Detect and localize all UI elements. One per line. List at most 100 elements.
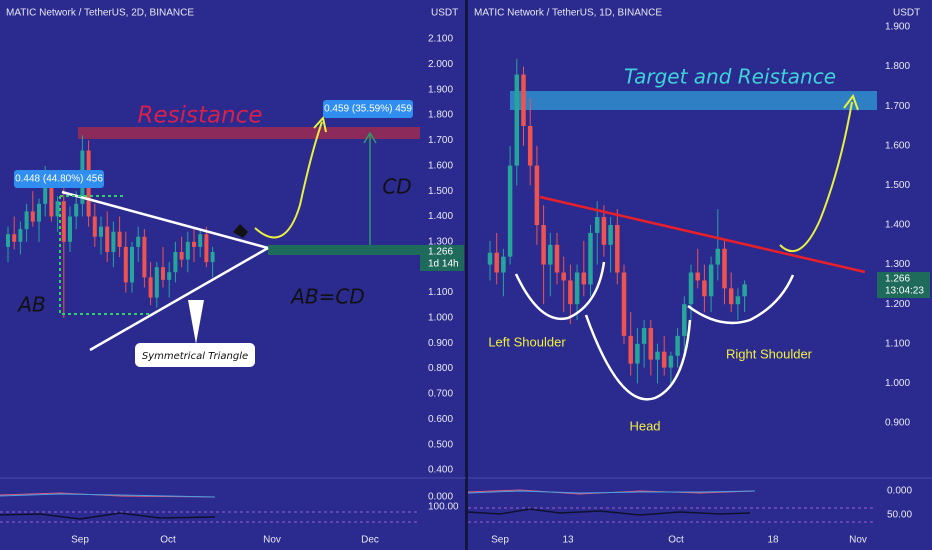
candle-body — [675, 335, 680, 356]
candle-body — [635, 343, 640, 364]
cd-label: CD — [382, 175, 411, 199]
candle-body — [661, 351, 667, 368]
candle-body — [742, 284, 747, 297]
x-tick-label: Sep — [71, 535, 89, 546]
candle-body — [728, 288, 734, 305]
price-tag-value: 1.266 — [428, 247, 453, 258]
y-tick-label: 0.900 — [885, 418, 910, 429]
y-tick-label: 0.600 — [428, 414, 453, 425]
candle-body — [514, 74, 520, 166]
candle-body — [210, 251, 215, 263]
candle-body — [722, 248, 727, 289]
candle-body — [49, 178, 54, 217]
candle-body — [148, 277, 153, 298]
target-zone — [268, 245, 420, 255]
candle-body — [735, 296, 741, 305]
y-tick-label: 1.000 — [885, 378, 910, 389]
y-tick-label: 1.000 — [428, 313, 453, 324]
candle-body — [688, 272, 694, 305]
y-tick-label: 1.100 — [885, 338, 910, 349]
candle-body — [621, 272, 627, 336]
projection-arrow — [254, 115, 327, 239]
candle-body — [179, 251, 184, 260]
callout-pointer — [188, 300, 204, 344]
candle-body — [655, 351, 660, 360]
candle-body — [601, 217, 607, 245]
candle-body — [55, 201, 60, 217]
target-label-box — [323, 100, 413, 118]
candle-body — [204, 234, 209, 263]
y-tick-label: 1.500 — [428, 186, 453, 197]
y-tick-label: 0.800 — [428, 363, 453, 374]
ab-measure — [59, 195, 150, 315]
price-tag-value: 1.266 — [885, 274, 910, 285]
target-zone — [510, 91, 877, 110]
y-tick-label: 1.300 — [428, 236, 453, 247]
candle-body — [568, 280, 573, 305]
candle-body — [37, 203, 41, 222]
y-tick-label: 1.500 — [885, 180, 910, 191]
triangle-lower — [89, 246, 269, 352]
indicator-label: 0.000 — [887, 486, 912, 497]
y-tick-label: 1.800 — [885, 61, 910, 72]
y-tick-label: 1.600 — [885, 140, 910, 151]
rsi-line — [0, 512, 216, 520]
candle-body — [123, 246, 128, 283]
abcd-label: AB=CD — [289, 285, 365, 309]
candle-body — [68, 216, 72, 242]
candle-body — [61, 201, 66, 242]
candle-body — [715, 248, 721, 265]
candle-body — [18, 229, 23, 242]
candle-body — [588, 232, 593, 285]
candle-body — [198, 234, 203, 247]
candle-body — [608, 225, 613, 245]
x-tick-label: Dec — [361, 535, 379, 546]
candle-body — [527, 126, 533, 166]
candle-body — [541, 225, 546, 265]
left-shoulder-label: Left Shoulder — [488, 334, 566, 349]
y-tick-label: 1.700 — [428, 135, 453, 146]
y-tick-label: 2.100 — [428, 34, 453, 45]
candle-body — [695, 272, 700, 281]
candle-body — [487, 252, 493, 265]
price-tag-countdown: 1d 14h — [428, 259, 459, 270]
pencil-icon — [233, 224, 248, 238]
resistance-label: Resistance — [138, 103, 263, 129]
rsi-line — [467, 508, 751, 516]
candle-body — [6, 234, 10, 247]
y-tick-label: 0.500 — [428, 439, 453, 450]
left-shoulder-arc — [514, 261, 606, 321]
x-tick-label: Oct — [160, 535, 176, 546]
candle-body — [615, 225, 620, 273]
candle-body — [561, 272, 566, 281]
target-label: 0.459 (35.59%) 459 — [324, 104, 412, 115]
candle-body — [708, 264, 714, 297]
candle-body — [12, 234, 17, 242]
candle-body — [185, 241, 190, 260]
ab-label: 0.448 (44.80%) 456 — [15, 174, 103, 185]
head-label: Head — [629, 418, 660, 433]
candle-body — [594, 217, 600, 233]
candle-body — [521, 74, 526, 126]
cd-arrow — [363, 131, 377, 245]
candle-body — [117, 231, 122, 247]
indicator-label: 0.000 — [428, 492, 453, 503]
chart-header: MATIC Network / TetherUS, 1D, BINANCE — [474, 8, 662, 19]
y-tick-label: 1.200 — [885, 299, 910, 310]
indicator-label: 50.00 — [887, 510, 912, 521]
ab-text: AB — [16, 293, 45, 317]
price-tag-countdown: 13:04:23 — [885, 286, 924, 297]
candle-body — [574, 272, 580, 305]
candle-body — [173, 251, 178, 273]
x-tick-label: Oct — [668, 535, 684, 546]
candle-body — [43, 178, 48, 204]
candle-body — [30, 211, 35, 222]
x-tick-label: Nov — [263, 535, 281, 546]
candle-body — [702, 280, 707, 297]
candle-body — [534, 165, 540, 225]
price-tag — [877, 272, 930, 298]
y-tick-label: 0.900 — [428, 338, 453, 349]
neckline — [539, 195, 866, 274]
chart-header: MATIC Network / TetherUS, 2D, BINANCE — [6, 8, 194, 19]
